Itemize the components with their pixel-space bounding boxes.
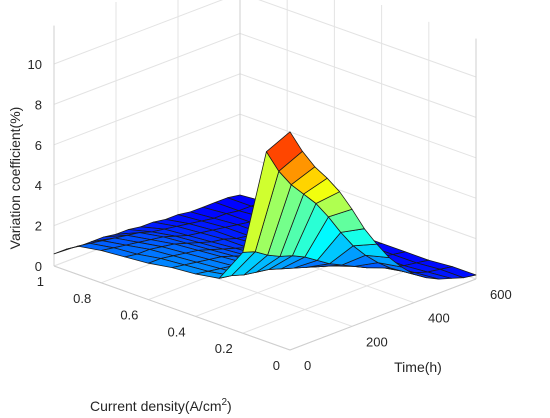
- z-tick-label: 6: [35, 138, 42, 153]
- y-tick-label: 400: [428, 311, 450, 326]
- surface-layer: [53, 131, 477, 280]
- x-tick-label: 0.6: [120, 308, 138, 323]
- axis-box-edge: [289, 278, 477, 351]
- z-tick-label: 10: [28, 57, 42, 72]
- y-tick-label: 200: [366, 334, 388, 349]
- x-axis-label-sup: 2: [221, 397, 227, 408]
- tick-layer: 0 2 4 6 8 10 0 200 400 600 0 0.2 0.4 0.6 0.8 1: [28, 57, 512, 373]
- z-gridline: [53, 73, 477, 159]
- surface-patch: [265, 131, 303, 172]
- x-tick-label: 1: [37, 274, 44, 289]
- y-tick-label: 0: [304, 358, 311, 373]
- z-axis-label: Variation coefficient(%): [7, 107, 23, 250]
- z-tick-label: 4: [35, 178, 42, 193]
- y-tick-label: 600: [490, 287, 512, 302]
- z-tick-label: 2: [35, 219, 42, 234]
- z-tick-label: 8: [35, 97, 42, 112]
- floor-gridline: [242, 261, 429, 334]
- x-axis-label: Current density(A/cm2): [90, 397, 232, 414]
- x-tick-label: 0.2: [215, 341, 233, 356]
- x-tick-label: 0.4: [168, 324, 186, 339]
- z-gridline: [53, 0, 477, 78]
- x-tick-label: 0.8: [73, 291, 91, 306]
- y-axis-label: Time(h): [394, 359, 442, 375]
- z-tick-label: 0: [35, 259, 42, 274]
- x-tick-label: 0: [273, 358, 280, 373]
- axis-box-edge: [53, 265, 291, 351]
- x-axis-label-main: Current density(A/cm: [90, 398, 221, 414]
- z-gridline: [53, 32, 477, 118]
- x-axis-label-end: ): [227, 398, 232, 414]
